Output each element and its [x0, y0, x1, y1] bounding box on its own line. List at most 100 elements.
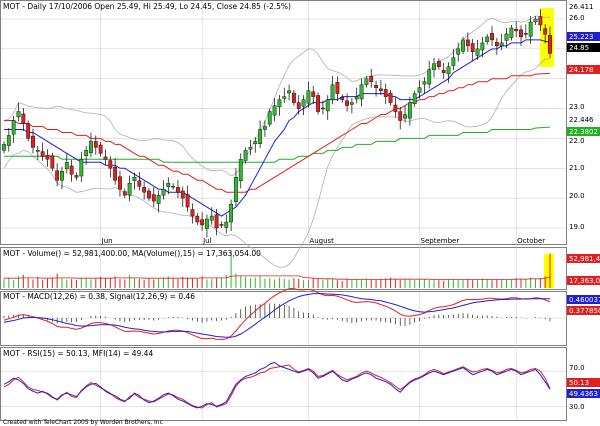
month-label: October — [517, 237, 545, 245]
price-panel-title: MOT - Daily 17/10/2006 Open 25.49, Hi 25… — [3, 2, 291, 11]
candle-body — [214, 214, 219, 229]
candle-body — [296, 102, 301, 109]
candle-body — [499, 42, 504, 47]
candle-body — [364, 78, 369, 85]
macd-axis-label: 0.460037 — [569, 296, 600, 304]
candle-body — [369, 76, 374, 82]
rsi-panel-frame — [0, 347, 567, 421]
candle-body — [219, 224, 224, 226]
candle-body — [35, 150, 40, 152]
candle-body — [69, 165, 74, 175]
macd-signal-line — [3, 293, 550, 338]
candle-body — [422, 81, 427, 85]
macd-panel-title: MOT - MACD(12,26) = 0.38, Signal(12,26,9… — [3, 292, 195, 301]
candle-body — [161, 188, 166, 196]
right-axis-labels: 26.411 26.0 25.223 24.85 24.178 23.0 22.446 22.… — [567, 3, 600, 411]
candle-body — [470, 43, 475, 53]
candle-body — [137, 180, 142, 187]
candle-body — [122, 191, 127, 196]
candle-body — [393, 104, 398, 112]
candle-body — [316, 95, 320, 112]
candle-body — [2, 144, 6, 151]
mfi-line — [3, 361, 551, 409]
candle-body — [509, 27, 514, 38]
candle-body — [427, 69, 432, 85]
candle-body — [263, 126, 267, 130]
month-label: August — [309, 237, 334, 245]
candle-body — [272, 105, 277, 116]
candle-body — [176, 187, 180, 193]
candle-body — [40, 151, 45, 157]
price-axis-label: 22.446 — [569, 116, 594, 124]
candle-body — [306, 90, 311, 104]
candle-body — [301, 99, 306, 107]
bollinger-bands — [3, 15, 551, 268]
candle-body — [31, 135, 35, 148]
candle-body — [374, 85, 378, 88]
month-label: September — [421, 237, 460, 245]
price-axis-label: 25.223 — [569, 33, 594, 41]
candle-body — [528, 21, 533, 37]
candle-body — [243, 150, 248, 161]
candle-body — [156, 194, 161, 204]
grid-lines — [1, 1, 566, 420]
candle-body — [403, 114, 407, 119]
candle-body — [229, 203, 233, 223]
price-axis-label: 26.0 — [569, 14, 585, 22]
price-axis-label-bg — [567, 32, 600, 41]
candle-body — [26, 123, 31, 139]
macd-axis-label-bg — [567, 295, 600, 304]
candle-body — [432, 63, 436, 70]
candle-body — [523, 33, 528, 35]
candle-body — [388, 92, 393, 103]
candle-body — [209, 215, 214, 221]
month-label: Jun — [101, 237, 113, 245]
candle-body — [16, 111, 21, 118]
price-axis-label: 20.0 — [569, 192, 585, 200]
candle-body — [185, 194, 190, 208]
candle-body — [475, 48, 480, 56]
candle-body — [190, 209, 195, 217]
volume-bars — [3, 252, 551, 288]
rsi-lines — [3, 361, 551, 409]
candle-body — [55, 170, 60, 181]
candle-body — [200, 219, 205, 226]
candle-body — [238, 159, 243, 182]
candle-body — [79, 159, 84, 177]
candle-body — [253, 141, 258, 145]
candle-body — [485, 36, 490, 42]
candle-body — [446, 66, 451, 75]
candle-body — [113, 166, 118, 181]
macd-line — [3, 288, 551, 340]
candle-body — [171, 185, 176, 188]
candle-body — [6, 135, 11, 146]
macd-lines — [3, 288, 551, 340]
volume-axis-label-bg — [567, 254, 600, 263]
candle-body — [60, 171, 64, 181]
candle-body — [345, 100, 349, 106]
month-label: Jul — [202, 237, 212, 245]
bollinger-lower — [3, 58, 551, 268]
candle-body — [132, 177, 137, 182]
candle-body — [335, 82, 340, 94]
candle-body — [490, 33, 494, 41]
candle-body — [538, 16, 543, 26]
volume-axis-label-bg — [567, 276, 600, 285]
footer-credit: Created with TeleChart 2005 by Worden Br… — [3, 419, 163, 426]
candle-body — [543, 28, 548, 35]
price-axis-label-bg — [567, 43, 600, 52]
moving-averages — [4, 39, 551, 217]
candle-body — [378, 88, 383, 91]
volume-axis-label: 17,363,054 — [569, 277, 600, 285]
volume-panel-title: MOT - Volume() = 52,981,400.00, MA(Volum… — [3, 249, 261, 258]
candle-body — [11, 120, 16, 135]
candle-body — [514, 28, 519, 32]
candle-body — [127, 183, 132, 196]
candle-body — [480, 42, 485, 51]
rsi-axis-label-bg — [567, 389, 600, 398]
ma-blue-line — [4, 39, 551, 217]
candle-body — [494, 42, 499, 47]
price-axis-label-bg — [567, 127, 600, 136]
candle-body — [441, 70, 446, 73]
